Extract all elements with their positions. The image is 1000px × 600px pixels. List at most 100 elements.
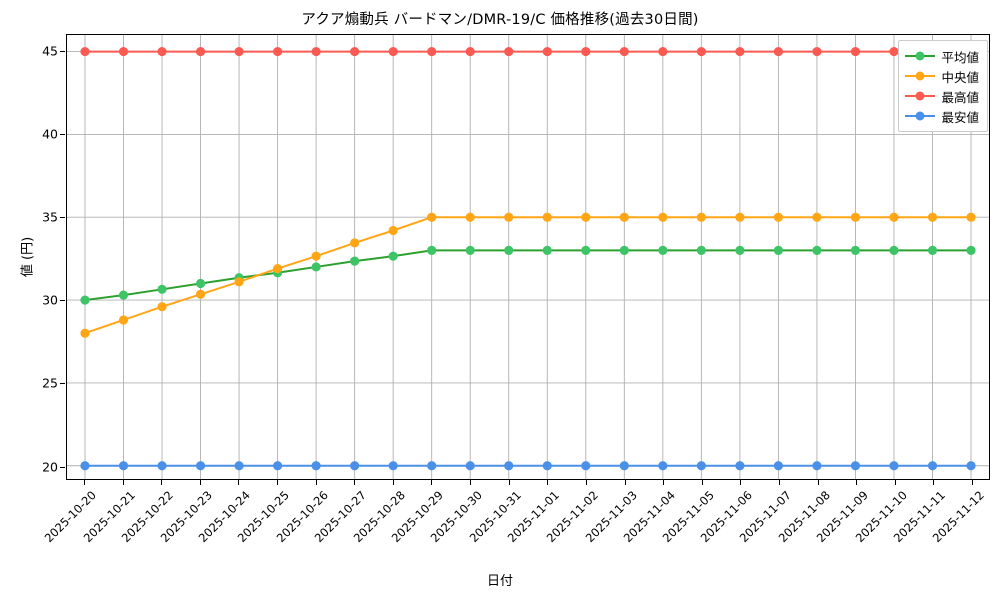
data-point	[773, 461, 783, 471]
data-point	[80, 295, 90, 305]
data-point	[658, 46, 668, 57]
legend-item-2[interactable]: 最高値	[905, 86, 979, 106]
y-axis-tick-labels: 20 25 30 35 40 45	[0, 34, 58, 480]
x-tick-mark	[701, 480, 703, 485]
data-point	[735, 212, 745, 222]
data-point	[735, 461, 745, 471]
y-tick-mark	[60, 133, 65, 135]
data-point	[773, 212, 783, 222]
data-point	[80, 328, 90, 338]
data-point	[118, 46, 129, 57]
data-point	[504, 461, 514, 471]
legend-label: 中央値	[941, 69, 979, 85]
data-point	[927, 461, 938, 471]
y-tick-label: 45	[42, 43, 58, 59]
data-point	[311, 262, 321, 272]
data-point	[118, 290, 129, 300]
legend-item-0[interactable]: 平均値	[905, 46, 979, 66]
data-point	[619, 212, 629, 222]
x-tick-mark	[199, 480, 201, 485]
y-tick-label: 30	[42, 292, 58, 308]
data-point	[889, 461, 899, 471]
series-line-0	[83, 249, 973, 302]
y-tick-label: 20	[42, 459, 58, 475]
data-point	[812, 245, 822, 255]
data-point	[195, 278, 206, 289]
data-point	[927, 212, 938, 222]
data-point	[658, 461, 668, 471]
x-tick-mark	[856, 480, 858, 485]
data-point	[966, 212, 976, 222]
legend-swatch-icon	[905, 109, 936, 123]
data-point	[773, 245, 783, 255]
data-point	[812, 461, 822, 471]
data-point	[850, 461, 861, 471]
data-point	[658, 212, 668, 222]
plot-area	[66, 34, 990, 480]
x-tick-mark	[971, 480, 973, 485]
data-point	[234, 46, 244, 57]
x-tick-mark	[508, 480, 510, 485]
data-point	[850, 46, 861, 57]
data-point	[619, 46, 629, 57]
data-point	[542, 461, 552, 471]
data-point	[118, 461, 129, 471]
data-point	[850, 212, 861, 222]
legend-swatch-icon	[905, 49, 936, 63]
data-point	[118, 315, 129, 325]
data-point	[735, 46, 745, 57]
data-point	[696, 245, 706, 255]
data-point	[889, 212, 899, 222]
x-tick-mark	[817, 480, 819, 485]
data-point	[504, 245, 514, 255]
data-point	[773, 46, 783, 57]
data-point	[465, 46, 475, 57]
data-point	[542, 212, 552, 222]
chart-title: アクア煽動兵 バードマン/DMR-19/C 価格推移(過去30日間)	[301, 12, 699, 28]
x-tick-mark	[740, 480, 742, 485]
data-point	[234, 277, 244, 287]
data-point	[350, 238, 360, 248]
chart-legend: 平均値中央値最高値 最安値	[898, 40, 988, 132]
legend-label: 平均値	[941, 49, 979, 65]
x-axis-label: 日付	[486, 574, 513, 589]
data-point	[619, 245, 629, 255]
series-line-1	[83, 216, 973, 335]
y-tick-label: 25	[42, 375, 58, 391]
x-tick-mark	[585, 480, 587, 485]
data-point	[427, 212, 437, 222]
data-point	[581, 245, 591, 255]
data-point	[311, 251, 321, 261]
data-point	[80, 461, 90, 471]
y-tick-label: 40	[42, 126, 58, 142]
data-point	[889, 46, 899, 57]
data-point	[735, 245, 745, 255]
data-point	[350, 256, 360, 266]
x-tick-mark	[933, 480, 935, 485]
y-tick-mark	[60, 50, 65, 52]
data-point	[465, 212, 475, 222]
data-point	[927, 245, 938, 255]
data-point	[542, 46, 552, 57]
y-tick-mark	[60, 466, 65, 468]
data-point	[542, 245, 552, 255]
data-point	[80, 46, 90, 57]
data-point	[427, 46, 437, 57]
data-point	[388, 461, 398, 471]
legend-item-1[interactable]: 中央値	[905, 66, 979, 86]
data-point	[696, 212, 706, 222]
x-tick-mark	[122, 480, 124, 485]
data-point	[427, 245, 437, 255]
legend-swatch-icon	[905, 89, 936, 103]
x-tick-mark	[470, 480, 472, 485]
data-point	[388, 225, 398, 236]
legend-label: 最高値	[941, 89, 979, 105]
data-point	[696, 46, 706, 57]
data-point	[465, 461, 475, 471]
data-point	[350, 461, 360, 471]
legend-item-3[interactable]: 最安値	[905, 106, 979, 126]
x-tick-mark	[315, 480, 317, 485]
x-axis-tick-labels: 2025-10-20 2025-10-21 2025-10-22 2025-10-23…	[42, 480, 990, 570]
x-tick-mark	[392, 480, 394, 485]
data-point	[350, 46, 360, 57]
